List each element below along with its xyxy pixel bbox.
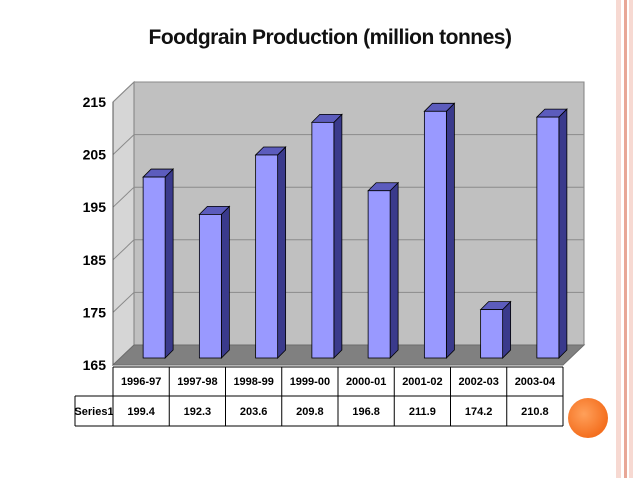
bar-side [502, 300, 512, 359]
data-table-value: 203.6 [240, 406, 268, 418]
x-category-label: 2003-04 [515, 376, 556, 388]
gridline [112, 81, 584, 103]
x-category-label: 1996-97 [121, 376, 161, 388]
bar-side [389, 181, 399, 359]
y-tick-label: 175 [83, 304, 107, 320]
bar [536, 116, 560, 359]
bar-side [220, 205, 230, 359]
decorative-stripe [624, 0, 627, 478]
bar [367, 190, 391, 359]
data-table-value: 196.8 [352, 406, 380, 418]
bar-side [277, 145, 287, 359]
bar [142, 176, 166, 359]
data-table-value: 211.9 [409, 406, 436, 418]
decorative-stripe [616, 0, 621, 478]
bar-side [333, 113, 343, 359]
y-tick-label: 185 [83, 252, 107, 268]
data-table-value: 174.2 [465, 406, 493, 418]
bar-side [445, 102, 455, 359]
data-table-value: 199.4 [127, 406, 155, 418]
x-category-label: 2000-01 [346, 376, 386, 388]
data-table-value: 210.8 [521, 406, 549, 418]
x-category-label: 1997-98 [177, 376, 217, 388]
decorative-orange-circle [568, 398, 608, 438]
y-tick-label: 195 [83, 199, 107, 215]
data-table-value: 192.3 [184, 406, 212, 418]
y-tick-label: 205 [83, 147, 107, 163]
y-tick-label: 165 [83, 357, 107, 373]
x-category-label: 1998-99 [233, 376, 273, 388]
plot-floor [111, 344, 586, 366]
bar [423, 110, 447, 359]
decorative-stripe [629, 0, 633, 478]
plot-side-wall [112, 80, 135, 367]
bar [198, 214, 222, 359]
series-name-label: Series1 [74, 406, 113, 418]
bar [480, 309, 504, 359]
bar [311, 121, 335, 359]
y-tick-label: 215 [83, 94, 107, 110]
chart-title: Foodgrain Production (million tonnes) [148, 26, 512, 49]
data-table-value: 209.8 [296, 406, 324, 418]
x-category-label: 2002-03 [458, 376, 498, 388]
bar-side [164, 168, 174, 359]
x-category-label: 2001-02 [402, 376, 442, 388]
bar-side [558, 108, 568, 359]
x-category-label: 1999-00 [290, 376, 330, 388]
bar [255, 154, 279, 359]
